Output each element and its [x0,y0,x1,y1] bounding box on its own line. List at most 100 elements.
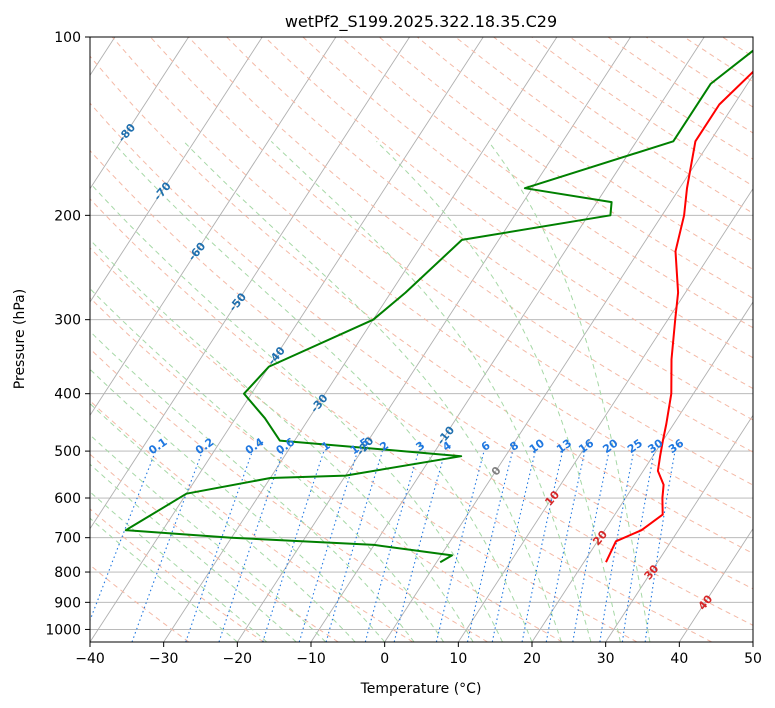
y-tick-label: 1000 [45,622,81,638]
x-axis-label: Temperature (°C) [360,681,482,697]
isotherm-label: -70 [151,179,174,203]
mixing-ratio-label: 16 [576,436,596,456]
y-tick-label: 800 [54,565,81,581]
isotherm-line [90,37,484,642]
isotherm-label: -40 [265,344,288,368]
mixing-ratio-line [545,450,586,642]
mixing-ratio-line [621,451,655,642]
isotherm-label: 10 [542,488,562,508]
moist-adiabat [90,434,327,642]
moist-adiabat [90,491,268,642]
isotherm-line [310,37,705,642]
moist-adiabat [90,402,356,642]
y-tick-label: 400 [54,387,81,403]
y-axis: 1000 900 800 700 600 500 400 300 200 100 [45,30,90,638]
dry-adiabat [340,37,753,329]
dry-adiabat [111,37,753,520]
mixing-ratio-line [521,450,564,642]
mixing-ratio-line [572,450,610,642]
dry-adiabat [761,37,775,642]
isotherm-line [163,37,558,642]
y-tick-label: 600 [54,491,81,507]
mixing-ratio-label: 1 [319,439,333,454]
y-tick-label: 200 [54,208,81,224]
y-tick-label: 300 [54,313,81,329]
dry-adiabat [683,37,753,83]
mixing-ratio-line [262,450,325,642]
dry-adiabat [90,508,264,642]
moist-adiabat [183,140,562,642]
dry-adiabat [455,37,753,242]
isotherm-line [678,527,753,642]
mixing-ratio-line [491,450,536,642]
dry-adiabat [607,37,753,134]
isotherm-label: -50 [226,290,249,314]
moist-adiabat [90,368,386,642]
plot-area [90,37,775,642]
moist-adiabat [90,330,415,642]
x-tick-label: 50 [744,651,762,667]
moist-adiabat [487,141,651,642]
x-tick-label: 30 [597,651,615,667]
isotherm-label: 30 [642,562,662,582]
moist-adiabat [270,140,592,642]
y-tick-label: 900 [54,595,81,611]
dry-adiabat [90,564,190,642]
dry-adiabat [90,247,638,642]
mixing-ratio-line [393,450,446,642]
mixing-ratio-line [364,450,420,642]
x-tick-label: 20 [523,651,541,667]
dry-adiabat [90,400,414,642]
moist-adiabat [90,239,474,642]
moist-adiabat [90,287,445,642]
dry-adiabat [645,37,753,108]
series-layer [124,49,753,564]
mixing-ratio-label: 2 [377,439,391,454]
chart-title: wetPf2_S199.2025.322.18.35.C29 [285,12,557,32]
mixing-ratio-line [298,450,359,642]
isotherm-label: -100 [21,32,49,62]
isotherm-line [605,414,753,642]
dry-adiabat [90,453,339,642]
plot-frame [89,36,754,643]
y-tick-label: 100 [54,30,81,46]
y-tick-label: 700 [54,531,81,547]
isotherm-label: -80 [115,121,138,145]
mixing-ratio-label: 20 [600,436,620,456]
isotherm-line [90,37,263,303]
mixing-ratio-label: 25 [625,437,645,456]
mixing-ratio-label: 13 [554,437,574,456]
x-axis: −40 −30 −20 −10 0 10 20 30 40 50 [75,642,762,667]
dewpoint-profile [124,49,753,564]
x-tick-label: 10 [449,651,467,667]
moist-adiabat [90,517,238,642]
isotherm-line [457,187,753,642]
x-tick-label: 0 [380,651,389,667]
mixing-ratio-label: 10 [527,436,547,456]
mixing-ratio-line [325,450,383,642]
isotherm-label: -60 [186,240,209,264]
mixing-ratio-line [90,450,157,622]
y-axis-label: Pressure (hPa) [12,289,28,389]
x-tick-label: −30 [149,651,179,667]
x-tick-label: 40 [670,651,688,667]
mixing-ratio-label: 0.4 [243,435,267,457]
isotherm-line [531,301,753,642]
dry-adiabat [90,348,488,642]
x-tick-label: −20 [223,651,253,667]
isotherm-line [384,74,753,642]
moist-adiabat [376,140,621,642]
mixing-ratio-line [131,450,204,642]
isotherm-line [90,37,410,530]
mixing-ratio-line [599,450,635,642]
moist-adiabat [111,140,533,642]
isotherm-label: 40 [696,592,716,612]
dry-adiabat [493,37,753,214]
y-tick-label: 500 [54,444,81,460]
dry-adiabat [264,37,753,390]
temperature-profile [605,70,753,563]
mixing-ratio-line [218,450,284,642]
dry-adiabat [90,149,753,626]
isotherm-line [90,37,189,190]
isotherm-line [752,641,753,642]
